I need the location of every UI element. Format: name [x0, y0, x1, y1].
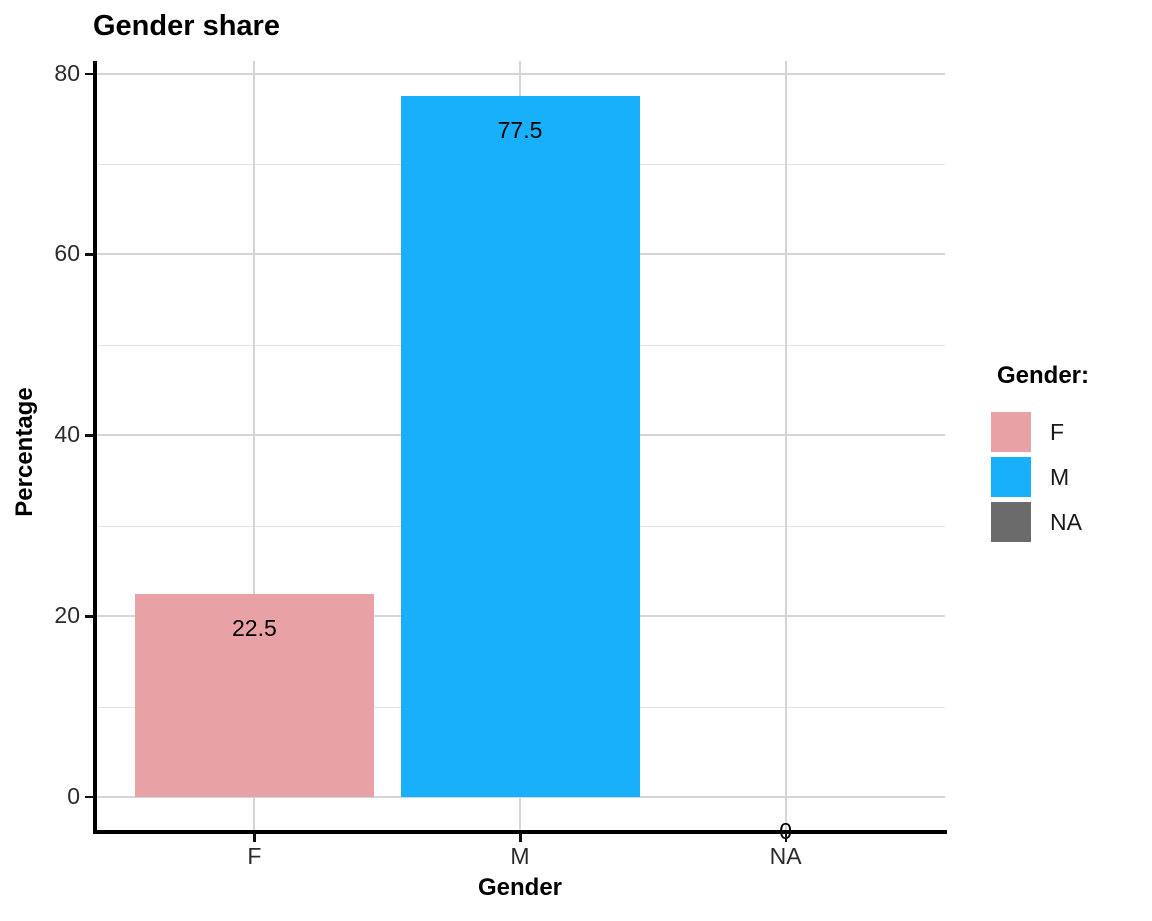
chart-title: Gender share [93, 10, 280, 42]
legend-label: M [1050, 463, 1070, 490]
y-axis-line [93, 61, 97, 833]
legend-item: F [988, 412, 1089, 452]
legend: Gender: F M NA [988, 362, 1089, 547]
y-tick-mark [85, 253, 94, 256]
bar-M [400, 96, 640, 797]
y-tick-label: 80 [54, 59, 80, 86]
gridline-vertical [253, 61, 256, 832]
y-tick-mark [85, 434, 94, 437]
bar-value-label: 77.5 [497, 117, 543, 144]
legend-label: NA [1050, 508, 1082, 535]
legend-key-swatch [991, 502, 1031, 542]
x-tick-mark [519, 833, 522, 842]
legend-key-swatch [991, 412, 1031, 452]
x-tick-label: NA [769, 843, 802, 869]
x-tick-mark [253, 833, 256, 842]
x-axis-line [93, 830, 947, 834]
y-tick-label: 0 [67, 782, 80, 809]
y-tick-mark [85, 795, 94, 799]
bar-F [134, 593, 374, 797]
x-axis-title: Gender [477, 874, 563, 901]
legend-item: NA [988, 502, 1089, 542]
x-tick-label: M [510, 843, 530, 869]
y-tick-label: 20 [54, 602, 80, 629]
y-tick-mark [85, 72, 94, 76]
gridline-vertical [784, 61, 787, 832]
legend-title: Gender: [997, 362, 1090, 389]
legend-item: M [988, 457, 1089, 497]
legend-key-swatch [991, 457, 1031, 497]
plot-panel: 22.577.50 [95, 61, 945, 844]
legend-label: F [1050, 418, 1065, 445]
y-tick-mark [85, 615, 94, 618]
y-tick-label: 60 [54, 240, 80, 267]
y-tick-label: 40 [54, 421, 80, 448]
x-tick-mark [784, 833, 788, 842]
bar-value-label: 22.5 [231, 614, 277, 641]
x-tick-label: F [247, 843, 262, 869]
legend-items: F M NA [988, 412, 1089, 542]
